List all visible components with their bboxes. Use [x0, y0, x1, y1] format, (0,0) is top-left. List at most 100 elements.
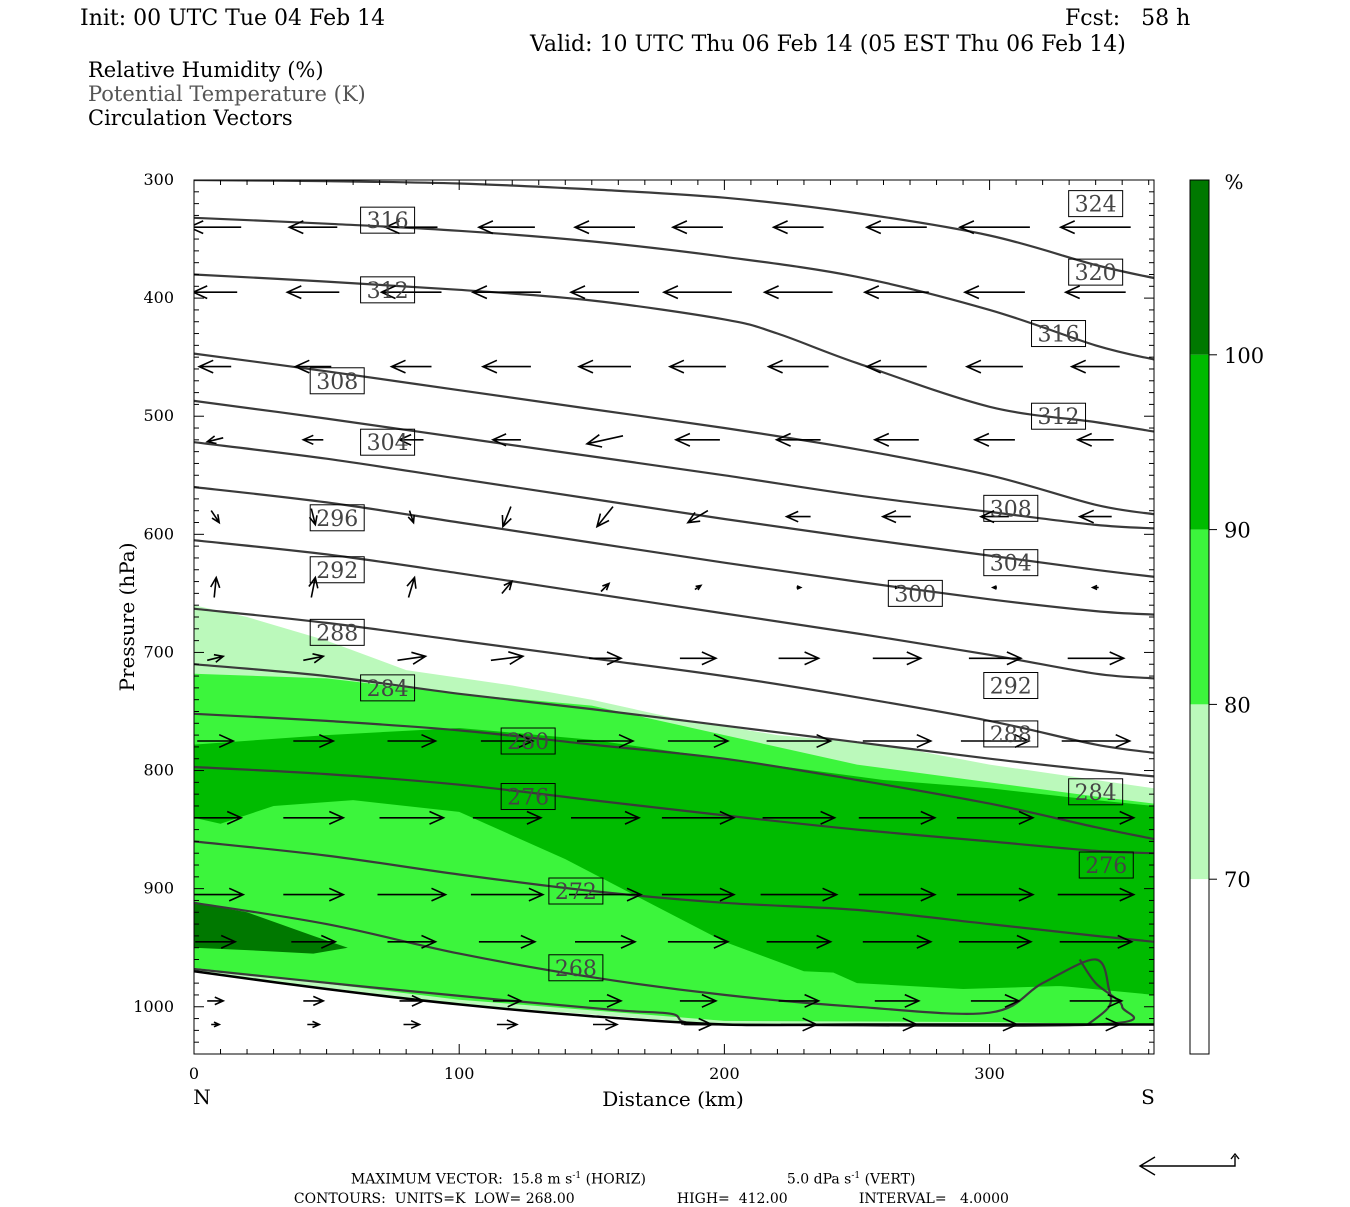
circulation-vector	[211, 1021, 222, 1028]
circulation-vector	[470, 887, 545, 902]
circulation-vector	[397, 433, 424, 446]
circulation-vector	[762, 810, 837, 825]
contour-label-box	[548, 877, 604, 905]
theta-contour-296	[194, 539, 1154, 680]
circulation-vector	[960, 733, 1031, 749]
circulation-vector	[472, 810, 543, 825]
x-axis-label: Distance (km)	[602, 1087, 744, 1111]
y-tick-label: 700	[143, 642, 174, 661]
circulation-vector	[1058, 220, 1131, 235]
contour-label-276: 276	[507, 786, 549, 811]
contour-label-box	[887, 579, 943, 607]
circulation-vector	[496, 1019, 519, 1030]
circulation-vector	[291, 934, 338, 949]
circulation-vector	[197, 733, 236, 749]
circulation-vector	[377, 887, 448, 902]
legend-vectors: Circulation Vectors	[88, 106, 293, 130]
circulation-vector	[862, 285, 929, 300]
circulation-vector	[379, 285, 442, 300]
theta-contour-280	[194, 765, 1154, 855]
circulation-vector	[585, 434, 624, 448]
contour-label-304: 304	[990, 552, 1032, 577]
circulation-vector	[577, 733, 635, 749]
x-endpoint-right: S	[1141, 1085, 1155, 1109]
theta-contour-308	[194, 399, 1154, 530]
contour-label-288: 288	[990, 723, 1032, 748]
contour-high-label: HIGH=	[676, 1191, 730, 1207]
circulation-vector	[858, 887, 937, 902]
circulation-vector	[872, 432, 919, 447]
circulation-vector	[876, 1017, 919, 1032]
theta-contour-layer	[194, 180, 1154, 1027]
circulation-vector	[874, 993, 921, 1008]
circulation-vector	[771, 220, 824, 235]
colorbar-segment	[1190, 354, 1209, 530]
x-tick-label: 200	[709, 1064, 740, 1083]
contour-units: UNITS=K	[394, 1191, 466, 1207]
circulation-vector	[293, 733, 336, 749]
max-vector-label: MAXIMUM VECTOR:	[350, 1171, 503, 1188]
contour-label-box	[1031, 402, 1087, 430]
circulation-vector	[301, 434, 324, 446]
circulation-vector	[307, 1020, 322, 1029]
reference-vector-arrow	[1138, 1152, 1240, 1176]
circulation-vector	[303, 653, 326, 664]
circulation-vector	[667, 733, 730, 749]
contour-label-box	[309, 556, 365, 584]
circulation-vector	[407, 510, 415, 525]
contour-label-316: 316	[1038, 323, 1080, 348]
circulation-vector	[968, 651, 1023, 666]
theta-contour-276	[194, 840, 1154, 943]
circulation-vector	[970, 993, 1021, 1008]
legend-rh: Relative Humidity (%)	[88, 58, 324, 82]
colorbar-label: 80	[1224, 693, 1251, 717]
max-horiz-tail: (HORIZ)	[585, 1171, 646, 1188]
colorbar: % 100 90 80 70	[1189, 170, 1264, 1055]
circulation-vector	[379, 810, 446, 825]
contour-label-layer: 268 272 276 276 280 284 284 288 288 292 292 296 300 3…	[309, 190, 1134, 982]
circulation-vector	[673, 432, 720, 447]
contour-label-box	[983, 720, 1039, 748]
circulation-vector	[403, 1019, 422, 1030]
contour-label-box	[309, 367, 365, 395]
circulation-vector	[492, 994, 523, 1008]
contour-label-box	[983, 672, 1039, 700]
horiz-exponent: -1	[572, 1171, 582, 1181]
circulation-vector	[490, 433, 521, 447]
rh-region-90	[194, 728, 1154, 995]
circulation-vector	[880, 509, 911, 524]
theta-contour-320	[194, 216, 1154, 361]
circulation-vector	[490, 651, 525, 665]
theta-contour-284	[194, 712, 1154, 841]
x-tick-label: 300	[974, 1064, 1005, 1083]
y-tick-label: 800	[143, 761, 174, 780]
colorbar-segment	[1190, 879, 1209, 1054]
contour-interval-label: INTERVAL=	[858, 1191, 947, 1207]
contour-label-284: 284	[367, 677, 409, 702]
contour-label-324: 324	[1075, 193, 1117, 218]
circulation-vector	[1061, 733, 1132, 749]
contour-label-268: 268	[555, 957, 597, 982]
circulation-vector	[1059, 934, 1134, 949]
circulation-vector	[1090, 584, 1099, 591]
axes-layer: 300 400 500 600 700 800 900 1000 0 100 200 300 N S Dis…	[115, 170, 1155, 1111]
circulation-vector	[972, 432, 1015, 447]
circulation-vector	[784, 510, 811, 523]
circulation-vector	[667, 934, 730, 949]
circulation-vector	[387, 733, 438, 749]
circulation-vector	[285, 285, 340, 300]
circulation-vector	[760, 887, 839, 902]
circulation-vector	[766, 934, 833, 949]
circulation-vector	[679, 993, 718, 1008]
contour-label-312: 312	[367, 279, 409, 304]
circulation-vector	[683, 1017, 714, 1032]
contour-label-box	[1068, 778, 1124, 806]
contour-low-label: LOW=	[474, 1191, 522, 1207]
x-tick-label: 100	[444, 1064, 475, 1083]
circulation-vector	[387, 934, 438, 949]
circulation-vector	[1057, 810, 1136, 825]
contour-label-box	[1068, 258, 1124, 286]
max-vert-value: 5.0 dPa s	[786, 1171, 852, 1188]
circulation-vector	[207, 653, 226, 663]
circulation-vector	[858, 810, 937, 825]
